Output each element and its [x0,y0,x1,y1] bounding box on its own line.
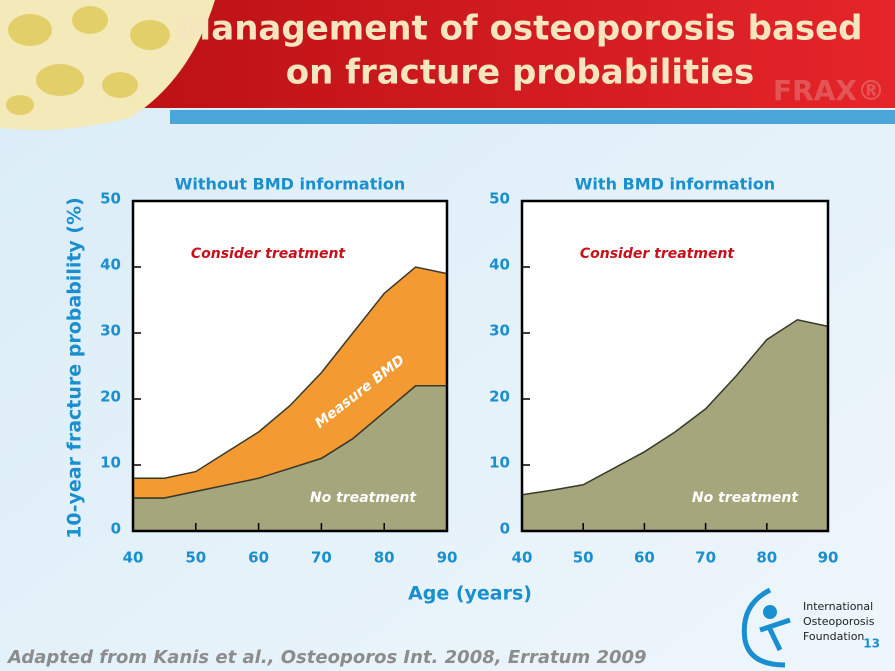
source-note: Adapted from Kanis et al., Osteoporos In… [6,647,647,668]
y-tick-label: 10 [100,454,121,472]
y-tick-label: 0 [500,520,510,538]
y-tick-label: 10 [489,454,510,472]
slide-title: Management of osteoporosis based [177,9,862,49]
plot-border [520,199,830,533]
y-tick-label: 40 [100,256,121,274]
logo-text: International [803,600,873,613]
header-stripe [170,110,895,124]
chart-title: With BMD information [575,175,775,194]
x-tick-label: 50 [573,549,594,567]
y-tick-label: 30 [489,322,510,340]
area-label: No treatment [310,490,417,506]
y-tick-label: 30 [100,322,121,340]
logo-figure [741,587,791,668]
x-tick-label: 90 [818,549,839,567]
y-tick-label: 40 [489,256,510,274]
x-tick-label: 40 [512,549,533,567]
area-label: No treatment [692,490,799,506]
x-axis-label: Age (years) [408,583,532,605]
chart-title: Without BMD information [175,175,405,194]
logo-text: Foundation [803,630,864,643]
x-tick-label: 90 [437,549,458,567]
y-tick-label: 50 [489,190,510,208]
y-tick-label: 20 [100,388,121,406]
y-tick-label: 0 [111,520,121,538]
bone-cells [6,6,170,115]
x-tick-label: 80 [374,549,395,567]
annotation: Consider treatment [191,246,347,262]
y-tick-label: 20 [489,388,510,406]
watermark: FRAX® [773,74,885,107]
x-tick-label: 60 [634,549,655,567]
annotation: Consider treatment [580,246,736,262]
plot-border [131,199,449,533]
y-axis-label: 10-year fracture probability (%) [64,197,86,539]
x-tick-label: 50 [185,549,206,567]
x-tick-label: 40 [123,549,144,567]
slide-title: on fracture probabilities [286,53,754,93]
x-tick-label: 80 [756,549,777,567]
y-tick-label: 50 [100,190,121,208]
x-tick-label: 70 [311,549,332,567]
x-tick-label: 70 [695,549,716,567]
x-tick-label: 60 [248,549,269,567]
page-number: 13 [863,637,880,651]
logo-text: Osteoporosis [803,615,875,628]
